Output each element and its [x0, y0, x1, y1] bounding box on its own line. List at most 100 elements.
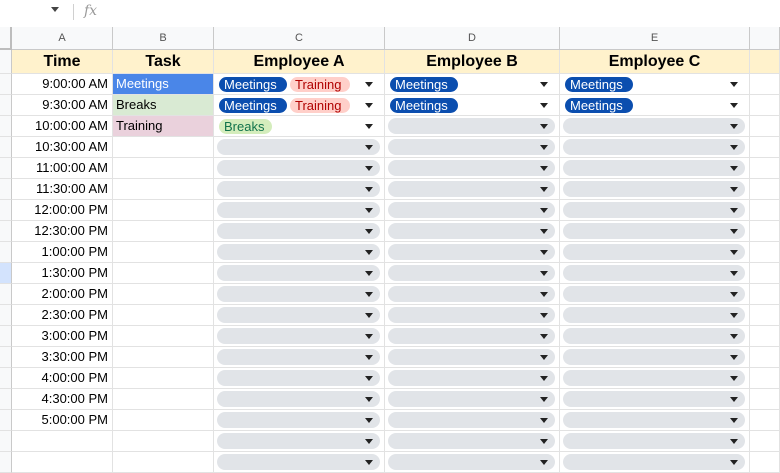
task-cell[interactable] [113, 410, 214, 431]
header-employee-c[interactable]: Employee C [560, 50, 750, 74]
employee-c-dropdown[interactable] [563, 202, 745, 218]
dropdown-arrow-icon[interactable] [730, 334, 738, 339]
employee-c-cell[interactable] [560, 368, 750, 389]
dropdown-arrow-icon[interactable] [730, 376, 738, 381]
employee-a-dropdown[interactable] [217, 370, 380, 386]
task-cell[interactable]: Meetings [113, 74, 214, 95]
employee-b-dropdown[interactable] [388, 139, 555, 155]
employee-a-dropdown[interactable]: Breaks [217, 118, 380, 134]
employee-a-dropdown[interactable] [217, 286, 380, 302]
training-chip[interactable]: Training [290, 98, 350, 113]
employee-a-cell[interactable] [214, 158, 385, 179]
dropdown-arrow-icon[interactable] [365, 313, 373, 318]
row-header-20[interactable] [0, 452, 12, 473]
employee-b-dropdown[interactable]: Meetings [388, 97, 555, 113]
empty-f-cell[interactable] [750, 410, 780, 431]
employee-a-dropdown[interactable] [217, 181, 380, 197]
task-cell[interactable] [113, 431, 214, 452]
dropdown-arrow-icon[interactable] [730, 271, 738, 276]
time-cell[interactable]: 11:30:00 AM [12, 179, 113, 200]
dropdown-arrow-icon[interactable] [365, 292, 373, 297]
header-empty-f[interactable] [750, 50, 780, 74]
employee-b-dropdown[interactable] [388, 286, 555, 302]
meetings-chip[interactable]: Meetings [390, 77, 458, 92]
employee-a-cell[interactable] [214, 263, 385, 284]
employee-b-cell[interactable] [385, 95, 560, 116]
employee-c-dropdown[interactable] [563, 265, 745, 281]
row-header-12[interactable] [0, 284, 12, 305]
employee-b-dropdown[interactable] [388, 412, 555, 428]
employee-a-dropdown[interactable] [217, 412, 380, 428]
employee-a-dropdown[interactable] [217, 223, 380, 239]
row-header-13[interactable] [0, 305, 12, 326]
task-cell[interactable] [113, 326, 214, 347]
dropdown-arrow-icon[interactable] [540, 187, 548, 192]
row-header-17[interactable] [0, 389, 12, 410]
row-header-10[interactable] [0, 242, 12, 263]
dropdown-arrow-icon[interactable] [730, 124, 738, 129]
dropdown-arrow-icon[interactable] [540, 103, 548, 108]
employee-c-dropdown[interactable] [563, 307, 745, 323]
task-cell[interactable] [113, 200, 214, 221]
time-cell[interactable]: 9:00:00 AM [12, 74, 113, 95]
empty-f-cell[interactable] [750, 158, 780, 179]
employee-c-dropdown[interactable] [563, 349, 745, 365]
employee-b-cell[interactable] [385, 74, 560, 95]
select-all-corner[interactable] [0, 27, 12, 50]
meetings-chip[interactable]: Meetings [390, 98, 458, 113]
employee-b-cell[interactable] [385, 410, 560, 431]
dropdown-arrow-icon[interactable] [540, 145, 548, 150]
dropdown-arrow-icon[interactable] [730, 166, 738, 171]
employee-b-dropdown[interactable] [388, 202, 555, 218]
dropdown-arrow-icon[interactable] [730, 397, 738, 402]
employee-c-dropdown[interactable] [563, 370, 745, 386]
task-cell[interactable] [113, 242, 214, 263]
dropdown-arrow-icon[interactable] [365, 187, 373, 192]
empty-f-cell[interactable] [750, 305, 780, 326]
empty-f-cell[interactable] [750, 200, 780, 221]
employee-b-dropdown[interactable] [388, 223, 555, 239]
row-header-7[interactable] [0, 179, 12, 200]
employee-a-cell[interactable] [214, 74, 385, 95]
task-cell[interactable] [113, 263, 214, 284]
dropdown-arrow-icon[interactable] [365, 376, 373, 381]
employee-a-cell[interactable] [214, 431, 385, 452]
column-header-d[interactable]: D [385, 27, 560, 50]
employee-b-dropdown[interactable] [388, 454, 555, 470]
employee-c-cell[interactable] [560, 347, 750, 368]
dropdown-arrow-icon[interactable] [730, 418, 738, 423]
empty-f-cell[interactable] [750, 389, 780, 410]
empty-f-cell[interactable] [750, 326, 780, 347]
task-cell[interactable] [113, 179, 214, 200]
employee-a-cell[interactable] [214, 116, 385, 137]
employee-c-cell[interactable] [560, 116, 750, 137]
row-header-18[interactable] [0, 410, 12, 431]
empty-f-cell[interactable] [750, 179, 780, 200]
dropdown-arrow-icon[interactable] [365, 355, 373, 360]
time-cell[interactable]: 9:30:00 AM [12, 95, 113, 116]
employee-b-cell[interactable] [385, 389, 560, 410]
employee-a-cell[interactable] [214, 179, 385, 200]
dropdown-arrow-icon[interactable] [540, 460, 548, 465]
employee-a-dropdown[interactable] [217, 328, 380, 344]
row-header-2[interactable] [0, 74, 12, 95]
empty-f-cell[interactable] [750, 347, 780, 368]
dropdown-arrow-icon[interactable] [730, 313, 738, 318]
employee-a-cell[interactable] [214, 137, 385, 158]
employee-c-dropdown[interactable] [563, 223, 745, 239]
time-cell[interactable]: 3:00:00 PM [12, 326, 113, 347]
employee-b-cell[interactable] [385, 284, 560, 305]
empty-f-cell[interactable] [750, 452, 780, 473]
dropdown-arrow-icon[interactable] [540, 124, 548, 129]
task-cell[interactable] [113, 389, 214, 410]
empty-f-cell[interactable] [750, 95, 780, 116]
task-cell[interactable]: Breaks [113, 95, 214, 116]
breaks-chip[interactable]: Breaks [219, 119, 272, 134]
employee-a-cell[interactable] [214, 305, 385, 326]
employee-b-dropdown[interactable]: Meetings [388, 76, 555, 92]
employee-a-dropdown[interactable] [217, 160, 380, 176]
training-chip[interactable]: Training [290, 77, 350, 92]
task-cell[interactable] [113, 137, 214, 158]
row-header-19[interactable] [0, 431, 12, 452]
employee-a-cell[interactable] [214, 326, 385, 347]
